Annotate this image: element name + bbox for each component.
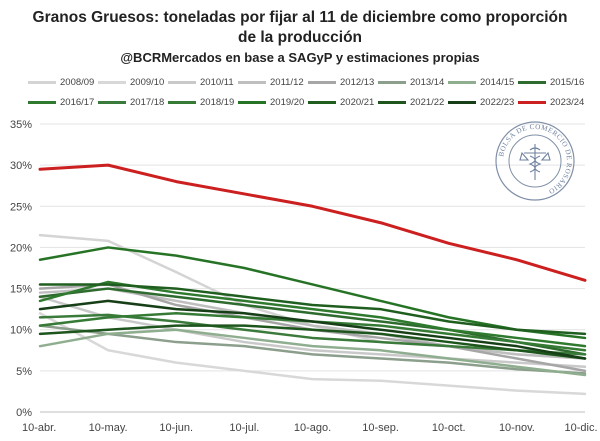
legend-item: 2009/10 [98, 72, 164, 92]
caduceus-icon [519, 144, 551, 180]
bcr-seal-logo: BOLSA DE COMERCIO DE ROSARIO [495, 121, 575, 201]
legend-label: 2015/16 [550, 76, 585, 88]
legend-swatch [448, 80, 476, 84]
legend-label: 2019/20 [270, 96, 305, 108]
seal-outer-ring [495, 121, 575, 201]
series-line-2020-21 [38, 283, 587, 336]
legend-label: 2013/14 [410, 76, 445, 88]
chart-title-line-2: de la producción [237, 29, 362, 46]
x-tick-label: 10-jun. [159, 422, 193, 434]
chart-title: Granos Gruesos: toneladas por fijar al 1… [0, 8, 600, 48]
y-tick-label: 35% [10, 119, 32, 131]
x-tick-label: 10-dic. [564, 422, 597, 434]
legend-swatch [238, 100, 266, 104]
chart-title-line-1: Granos Gruesos: toneladas por fijar al 1… [32, 9, 568, 26]
legend-label: 2021/22 [410, 96, 445, 108]
legend-swatch [168, 100, 196, 104]
legend-item: 2021/22 [378, 92, 444, 112]
series-line-2010-11 [38, 295, 587, 368]
legend-label: 2010/11 [200, 76, 234, 88]
legend-swatch [308, 100, 336, 104]
seal-inner-ring [508, 134, 562, 188]
y-tick-label: 5% [16, 366, 32, 378]
legend-item: 2018/19 [168, 92, 234, 112]
legend-label: 2017/18 [130, 96, 165, 108]
legend-item: 2017/18 [98, 92, 164, 112]
series-line-2019-20 [38, 246, 587, 340]
legend-item: 2010/11 [168, 72, 234, 92]
chart-subtitle: @BCRMercados en base a SAGyP y estimacio… [120, 50, 480, 65]
series-line-2021-22 [38, 324, 587, 360]
x-tick-label: 10-ago. [294, 422, 331, 434]
legend-row: 2008/09 2009/10 2010/11 2011/12 2012/13 2013/… [28, 72, 593, 92]
legend-row: 2016/17 2017/18 2018/19 2019/20 2020/21 2021/… [28, 92, 593, 112]
legend-label: 2020/21 [340, 96, 375, 108]
legend-label: 2023/24 [550, 96, 585, 108]
series-line-2022-23 [38, 299, 587, 360]
legend-label: 2008/09 [60, 76, 95, 88]
legend-swatch [378, 100, 406, 104]
series-line-2013-14 [38, 324, 587, 375]
x-tick-label: 10-abr. [22, 422, 56, 434]
legend-item: 2012/13 [308, 72, 374, 92]
series-line-2011-12 [38, 287, 587, 360]
x-tick-label: 10-jul. [229, 422, 259, 434]
legend-swatch [448, 100, 476, 104]
legend-swatch [518, 80, 546, 84]
legend-label: 2011/12 [270, 76, 304, 88]
legend-item: 2015/16 [518, 72, 584, 92]
legend-label: 2018/19 [200, 96, 235, 108]
series-line-2015-16 [38, 287, 587, 356]
legend-label: 2016/17 [60, 96, 95, 108]
legend-label: 2012/13 [340, 76, 375, 88]
legend-item: 2008/09 [28, 72, 94, 92]
legend-swatch [168, 80, 196, 84]
y-tick-label: 15% [10, 284, 32, 296]
y-tick-label: 0% [16, 407, 32, 419]
legend-item: 2013/14 [378, 72, 444, 92]
legend-item: 2023/24 [518, 92, 584, 112]
y-tick-label: 30% [10, 160, 32, 172]
legend-swatch [518, 100, 546, 104]
legend-item: 2022/23 [448, 92, 514, 112]
y-tick-label: 25% [10, 201, 32, 213]
legend-label: 2022/23 [480, 96, 515, 108]
legend-swatch [98, 100, 126, 104]
y-tick-label: 10% [10, 325, 32, 337]
legend: 2008/09 2009/10 2010/11 2011/12 2012/13 2013/… [28, 72, 593, 112]
series-line-2023-24 [38, 163, 587, 282]
legend-swatch [98, 80, 126, 84]
legend-item: 2020/21 [308, 92, 374, 112]
series-line-2009-10 [38, 312, 587, 396]
series-line-2014-15 [38, 328, 587, 377]
legend-label: 2009/10 [130, 76, 165, 88]
x-tick-label: 10-nov. [499, 422, 535, 434]
x-tick-label: 10-sep. [362, 422, 399, 434]
legend-swatch [238, 80, 266, 84]
x-tick-label: 10-may. [89, 422, 128, 434]
legend-item: 2011/12 [238, 72, 304, 92]
legend-swatch [308, 80, 336, 84]
legend-swatch [28, 100, 56, 104]
x-tick-label: 10-oct. [432, 422, 466, 434]
legend-item: 2019/20 [238, 92, 304, 112]
legend-item: 2016/17 [28, 92, 94, 112]
y-tick-label: 20% [10, 242, 32, 254]
legend-swatch [28, 80, 56, 84]
legend-label: 2014/15 [480, 76, 515, 88]
legend-item: 2014/15 [448, 72, 514, 92]
legend-swatch [378, 80, 406, 84]
